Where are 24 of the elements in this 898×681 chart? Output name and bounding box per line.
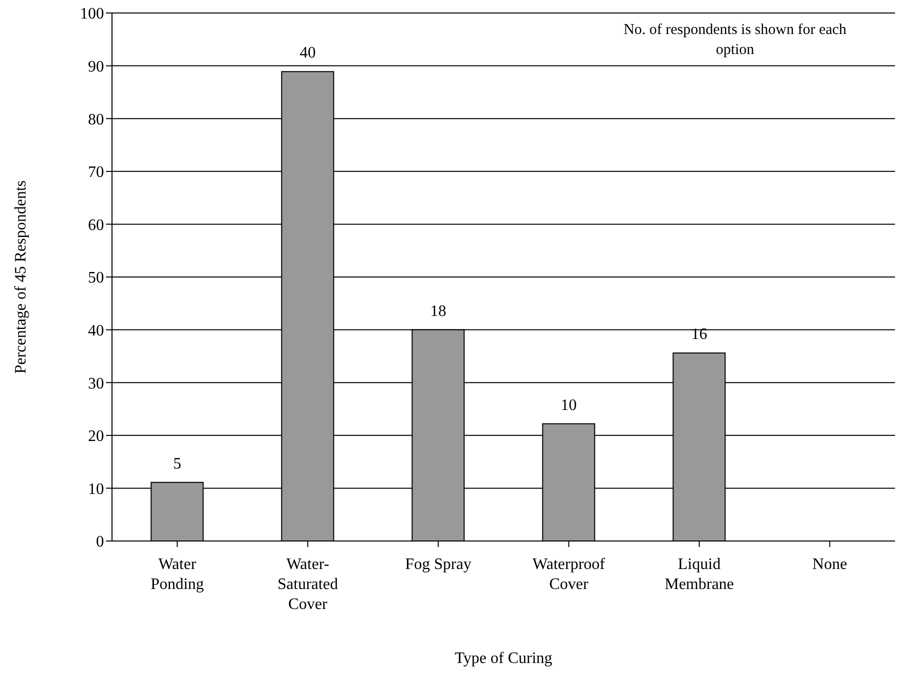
- y-tick-label: 70: [88, 164, 104, 182]
- y-tick-label: 30: [88, 375, 104, 392]
- y-tick-label: 100: [80, 6, 104, 23]
- y-axis-title: Percentage of 45 Respondents: [12, 180, 30, 374]
- y-tick-label: 10: [88, 480, 104, 498]
- annotation: 18: [430, 302, 446, 320]
- x-tick-label: Liquid Membrane: [664, 556, 734, 593]
- y-tick-label: 0: [96, 534, 104, 551]
- y-tick-label: 60: [88, 216, 104, 234]
- y-tick-label: 80: [88, 111, 104, 128]
- x-tick-label: Water Ponding: [150, 556, 204, 593]
- annotation: 5: [173, 455, 182, 472]
- x-tick-label: None: [812, 556, 848, 573]
- x-tick-label: Water-Saturated Cover: [278, 556, 338, 613]
- annotation: 10: [560, 396, 577, 414]
- y-tick-label: 90: [88, 58, 104, 76]
- x-axis-title: Type of Curing: [454, 650, 552, 667]
- x-tick-label: Waterproof Cover: [532, 556, 606, 593]
- y-tick-label: 20: [88, 428, 104, 446]
- y-tick-label: 40: [88, 322, 104, 340]
- annotation: 40: [300, 44, 316, 62]
- annotation: No. of respondents is shown for each option: [622, 21, 848, 60]
- x-tick-label: Fog Spray: [405, 556, 472, 573]
- y-tick-label: 50: [88, 270, 104, 287]
